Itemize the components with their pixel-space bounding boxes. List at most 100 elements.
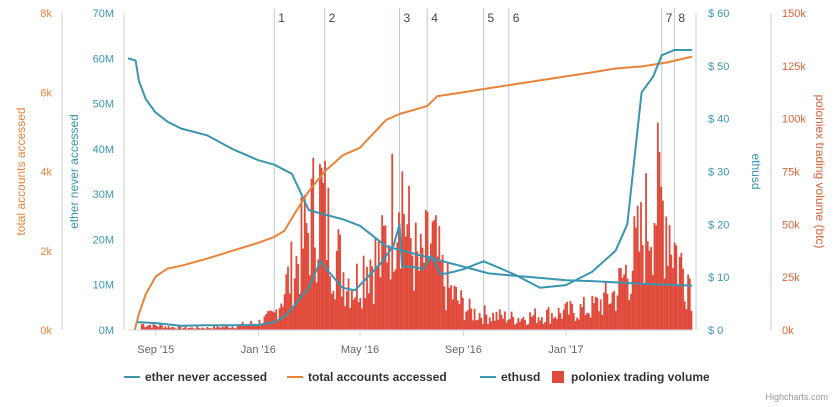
legend-item-label[interactable]: poloniex trading volume [571, 370, 710, 384]
credits-text[interactable]: Highcharts.com [765, 392, 828, 402]
volume-bar [604, 281, 607, 330]
volume-bar [594, 296, 597, 330]
volume-bar [240, 324, 242, 330]
volume-bar [588, 313, 590, 330]
volume-bar [265, 314, 268, 330]
volume-bar [423, 262, 426, 330]
volume-bar [344, 306, 347, 330]
volume-bar [177, 326, 180, 330]
volume-bar [646, 241, 649, 330]
event-label: 3 [403, 11, 410, 25]
volume-bar [364, 298, 367, 330]
volume-bar [184, 326, 187, 330]
x-tick-label: Jan '17 [548, 344, 583, 356]
volume-bar [366, 266, 368, 330]
volume-bar [562, 309, 565, 330]
volume-bar [315, 282, 318, 330]
volume-bar [650, 247, 653, 330]
volume-bar [466, 310, 469, 330]
volume-bar [680, 253, 683, 330]
volume-bar [618, 268, 621, 330]
volume-bar [483, 305, 486, 330]
volume-bar [688, 278, 691, 330]
volume-bar [307, 232, 310, 330]
volume-bar [394, 269, 397, 330]
event-label: 2 [329, 11, 336, 25]
volume-bar [312, 157, 315, 330]
legend-item-label[interactable]: ether never accessed [145, 370, 267, 384]
volume-bar [515, 323, 518, 330]
volume-bar [270, 310, 273, 330]
volume-bar [409, 238, 412, 330]
volume-bar [359, 298, 362, 330]
volume-bar [421, 247, 424, 330]
volume-bar [216, 325, 219, 330]
volume-bar [387, 245, 390, 330]
event-label: 7 [666, 11, 673, 25]
volume-bar [418, 270, 421, 330]
volume-bar [342, 272, 345, 330]
volume-bar [660, 186, 663, 330]
volume-bar [150, 327, 153, 330]
volume-bar [228, 328, 231, 330]
volume-bar [630, 293, 632, 330]
x-tick-label: May '16 [341, 344, 379, 356]
event-label: 8 [678, 11, 685, 25]
volume-bar [164, 326, 167, 330]
volume-bar [162, 328, 165, 330]
volume-bar [152, 323, 155, 330]
volume-bar [169, 328, 172, 330]
volume-bar [564, 303, 567, 330]
volume-bar [532, 315, 535, 330]
volume-bar [574, 320, 577, 330]
volume-bar [285, 274, 288, 330]
y-tick-label-volume: 125k [782, 61, 806, 73]
volume-bar [589, 317, 592, 330]
volume-bar [608, 304, 610, 330]
volume-bar [488, 317, 491, 330]
volume-bar [524, 319, 526, 330]
volume-bar [187, 328, 190, 330]
axes: Sep '15 Jan '16 May '16 Sep '16 Jan '17 0k 2k 4… [14, 8, 827, 356]
volume-bar [194, 328, 197, 330]
volume-bar [324, 160, 326, 330]
volume-bar [490, 321, 493, 330]
volume-bar [658, 152, 661, 330]
volume-bar [517, 318, 520, 330]
y-tick-label-ether_never: 0M [99, 325, 114, 337]
volume-bar [584, 315, 587, 330]
volume-bar [520, 318, 523, 330]
y-tick-label-ethusd: $ 60 [708, 8, 729, 20]
volume-bar [384, 225, 387, 330]
volume-bar [556, 319, 558, 330]
volume-bar [640, 202, 642, 330]
volume-bar [149, 324, 152, 330]
volume-bar [238, 324, 241, 330]
volume-bar [424, 210, 427, 330]
volume-bar [166, 327, 168, 330]
volume-bar [379, 277, 382, 330]
volume-bar [638, 251, 641, 330]
volume-bar [381, 215, 384, 330]
volume-bar [498, 309, 501, 330]
volume-bar [147, 325, 150, 330]
volume-bar [144, 327, 147, 330]
volume-bar [473, 308, 476, 330]
volume-bar [145, 326, 148, 330]
volume-bar [596, 297, 599, 330]
volume-bar [581, 307, 584, 330]
y-tick-label-ethusd: $ 50 [708, 61, 729, 73]
volume-bar [455, 286, 458, 330]
volume-bar [645, 173, 647, 330]
volume-bar [404, 236, 407, 330]
legend-item-label[interactable]: total accounts accessed [308, 370, 447, 384]
volume-bar [690, 310, 693, 330]
volume-bar [155, 326, 158, 330]
volume-bar [579, 304, 582, 330]
volume-bar [678, 257, 681, 330]
legend-item-label[interactable]: ethusd [501, 370, 540, 384]
volume-bar [616, 295, 619, 330]
volume-bar [673, 242, 676, 330]
y-tick-label-volume: 75k [782, 167, 800, 179]
